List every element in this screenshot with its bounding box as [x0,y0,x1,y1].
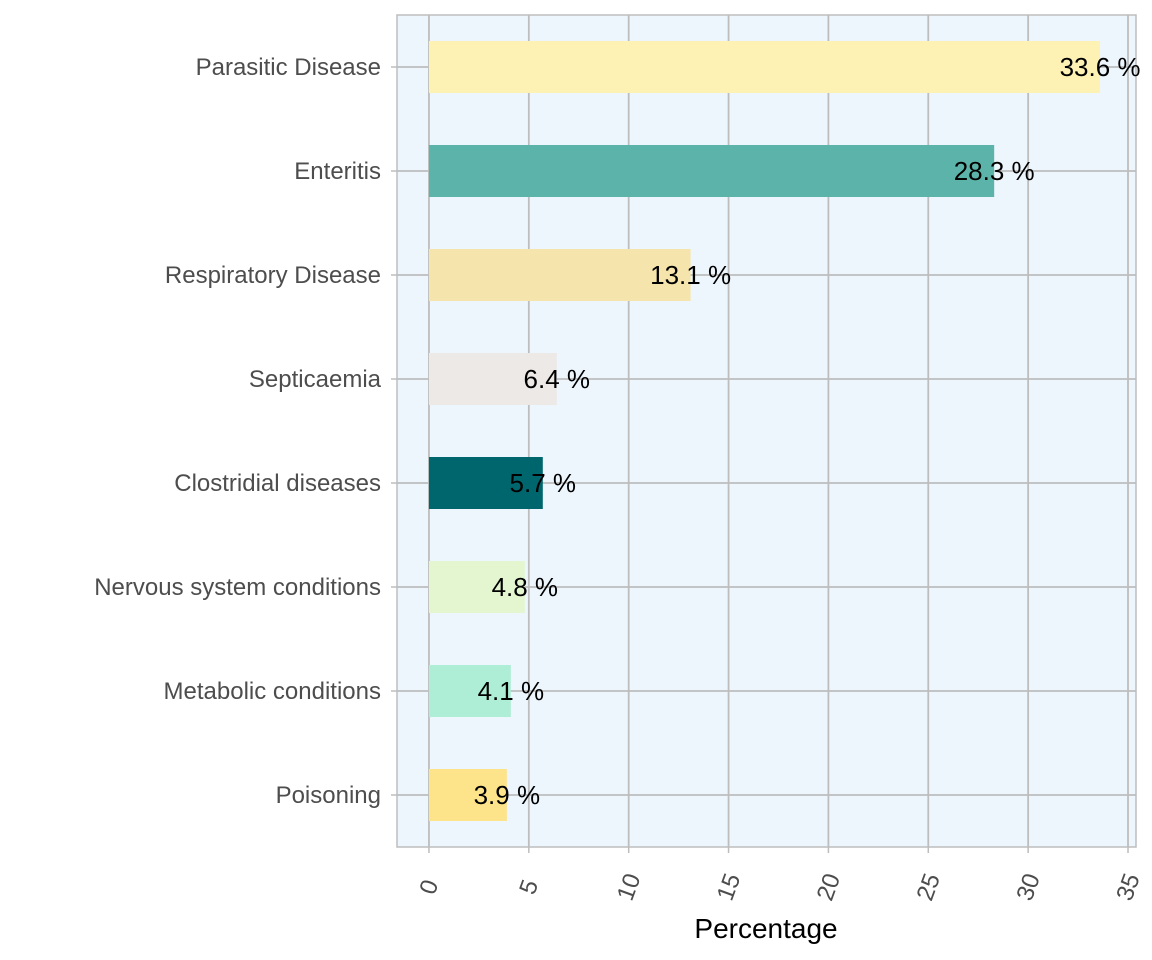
value-labels: 33.6 % 28.3 % 13.1 % 6.4 % 5.7 % 4.8 % 4.1 % 3.… [474,52,1141,810]
category-label: Clostridial diseases [174,470,381,497]
x-tick-label: 10 [612,870,647,904]
bar [428,457,543,509]
bar-value-label: 4.1 % [478,676,545,706]
bar-value-label: 6.4 % [524,364,591,394]
bars [428,41,1101,821]
x-axis-title: Percentage [694,913,837,944]
x-tick-label: 20 [812,870,847,904]
bar-value-label: 33.6 % [1060,52,1141,82]
bar-value-label: 28.3 % [954,156,1035,186]
bar [428,665,511,717]
plot-panel [396,14,1137,848]
category-label: Enteritis [294,158,381,185]
bar [428,145,995,197]
x-tick-label: 25 [911,870,946,904]
x-tick-label: 5 [514,876,544,898]
x-tick-labels: 0 5 10 15 20 25 30 35 [414,870,1145,904]
bar [428,41,1101,93]
x-tick-label: 15 [712,870,747,904]
bar-value-label: 4.8 % [492,572,559,602]
bar-value-label: 3.9 % [474,780,541,810]
category-labels: Parasitic Disease Enteritis Respiratory Di… [94,54,381,809]
x-tick-label: 30 [1011,870,1046,904]
category-label: Septicaemia [249,366,382,393]
bar [428,353,557,405]
x-tick-label: 0 [414,876,444,898]
bar [428,249,691,301]
bar-value-label: 13.1 % [650,260,731,290]
category-label: Poisoning [276,782,381,809]
category-label: Nervous system conditions [94,574,381,601]
x-tick-label: 35 [1111,870,1146,904]
bar-value-label: 5.7 % [510,468,577,498]
category-label: Respiratory Disease [165,262,381,289]
bar [428,769,507,821]
bar [428,561,525,613]
category-label: Metabolic conditions [164,678,381,705]
category-label: Parasitic Disease [196,54,381,81]
